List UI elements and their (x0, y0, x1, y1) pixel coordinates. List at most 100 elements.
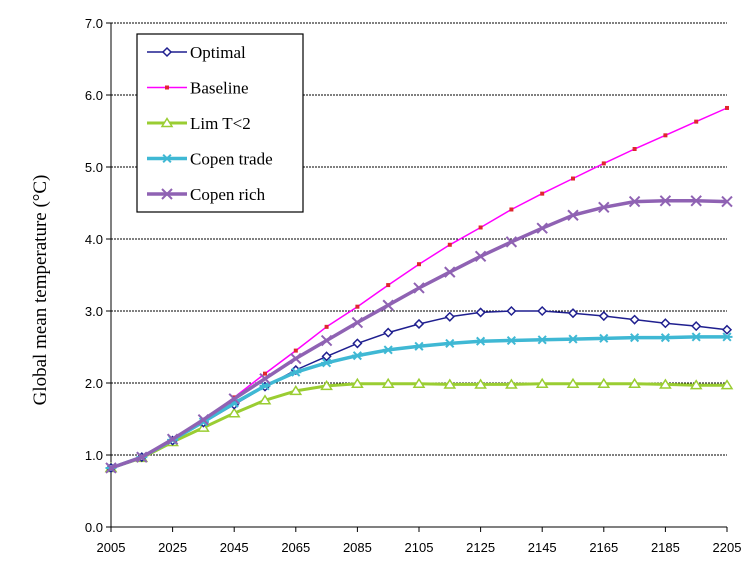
data-point-baseline (324, 324, 329, 329)
data-point-lim-t-2 (381, 377, 395, 388)
x-tick-label: 2045 (220, 540, 249, 555)
data-point-baseline (386, 283, 391, 288)
data-point-lim-t-2 (689, 379, 703, 390)
data-point-copen-trade (536, 335, 548, 345)
data-point-optimal (506, 305, 517, 317)
y-tick-label: 2.0 (85, 376, 103, 391)
data-point-baseline (694, 119, 699, 124)
legend-item-baseline: Baseline (147, 79, 249, 98)
data-point-copen-rich (536, 222, 548, 234)
data-point-copen-rich (690, 195, 702, 207)
data-point-lim-t-2 (535, 377, 549, 388)
series-copen-trade (105, 332, 733, 473)
legend-label: Baseline (190, 79, 249, 98)
series-group (104, 105, 734, 474)
data-point-lim-t-2 (474, 378, 487, 389)
legend-marker (161, 46, 173, 58)
x-tick-label: 2065 (281, 540, 310, 555)
data-point-copen-trade (444, 338, 456, 348)
data-point-copen-trade (413, 341, 425, 351)
data-point-copen-trade (567, 334, 579, 344)
x-tick-labels: 2005 2025 2045 2065 2085 2105 2125 2145 2165 2185… (97, 540, 742, 555)
data-point-copen-rich (382, 299, 394, 311)
data-point-lim-t-2 (412, 377, 426, 388)
data-point-optimal (691, 321, 702, 332)
y-tick-label: 1.0 (85, 448, 103, 463)
data-point-optimal (352, 338, 363, 349)
data-point-lim-t-2 (628, 377, 641, 388)
data-point-copen-rich (320, 334, 333, 347)
x-tick-label: 2005 (97, 540, 126, 555)
legend-marker (161, 188, 173, 200)
data-point-copen-rich (628, 195, 641, 208)
data-point-copen-trade (505, 335, 517, 346)
data-point-baseline (725, 105, 729, 110)
x-tick-label: 2125 (466, 540, 495, 555)
y-tick-label: 7.0 (85, 16, 103, 31)
data-point-copen-rich (567, 209, 579, 221)
data-point-optimal (567, 308, 579, 319)
data-point-copen-trade (721, 332, 733, 342)
legend-label: Lim T<2 (190, 114, 251, 133)
legend: Optimal Baseline Lim T<2 Copen trade Copen r… (136, 33, 304, 213)
data-point-copen-trade (382, 345, 394, 355)
data-point-copen-rich (197, 414, 210, 426)
series-optimal (105, 305, 733, 474)
data-point-baseline (263, 371, 267, 376)
data-point-optimal (598, 310, 609, 322)
data-point-baseline (355, 304, 360, 309)
x-tick-label: 2085 (343, 540, 372, 555)
data-point-copen-rich (444, 266, 456, 278)
y-tick-label: 3.0 (85, 304, 103, 319)
data-point-copen-rich (413, 282, 425, 294)
data-point-copen-trade (475, 336, 487, 346)
legend-marker (165, 85, 169, 90)
x-tick-label: 2165 (589, 540, 618, 555)
data-point-copen-trade (598, 333, 610, 343)
data-point-copen-rich (351, 316, 364, 329)
series-line-copen-trade (110, 335, 727, 470)
legend-label: Copen rich (190, 185, 266, 204)
data-point-optimal (444, 311, 455, 322)
y-tick-labels: 0.0 1.0 2.0 3.0 4.0 5.0 6.0 7.0 (85, 16, 103, 535)
data-point-copen-rich (259, 372, 271, 385)
data-point-copen-trade (659, 333, 671, 343)
series-copen-rich (105, 195, 733, 474)
data-point-baseline (632, 147, 637, 151)
y-tick-label: 5.0 (85, 160, 103, 175)
data-point-copen-rich (166, 433, 179, 445)
data-point-copen-rich (290, 352, 302, 365)
x-tick-label: 2185 (651, 540, 680, 555)
data-point-copen-trade (290, 367, 302, 377)
data-point-optimal (537, 305, 548, 317)
data-point-baseline (417, 262, 421, 267)
data-point-copen-trade (629, 333, 641, 343)
data-point-lim-t-2 (351, 377, 364, 388)
x-tick-label: 2025 (158, 540, 187, 555)
x-tick-label: 2105 (405, 540, 434, 555)
y-tick-label: 4.0 (85, 232, 103, 247)
legend-marker (161, 153, 173, 164)
data-point-copen-trade (351, 351, 363, 361)
data-point-copen-trade (321, 358, 333, 368)
data-point-copen-rich (505, 236, 518, 248)
data-point-lim-t-2 (443, 378, 457, 389)
data-point-baseline (601, 161, 606, 166)
data-point-baseline (571, 176, 575, 181)
series-lim-t-2 (104, 377, 734, 473)
data-point-optimal (413, 318, 425, 330)
data-point-lim-t-2 (258, 394, 272, 405)
data-point-copen-rich (136, 451, 148, 463)
data-point-baseline (478, 225, 483, 230)
data-point-optimal (321, 351, 332, 362)
data-point-copen-trade (690, 332, 702, 342)
data-point-copen-rich (659, 195, 672, 207)
data-point-optimal (660, 318, 671, 329)
y-tick-label: 6.0 (85, 88, 103, 103)
data-point-lim-t-2 (659, 378, 672, 389)
data-point-optimal (629, 314, 640, 325)
legend-item-copen-trade: Copen trade (147, 150, 273, 169)
legend-item-optimal: Optimal (147, 43, 246, 62)
legend-marker (160, 117, 174, 128)
